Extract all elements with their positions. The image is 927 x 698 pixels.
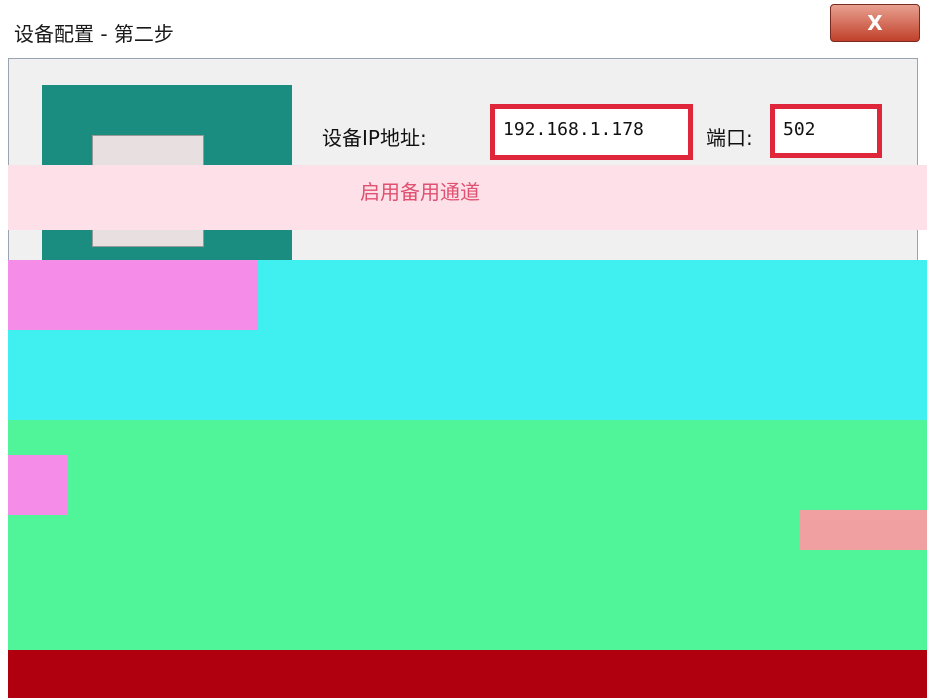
glitch-block: [8, 455, 68, 515]
window-title: 设备配置 - 第二步: [14, 22, 174, 46]
port-label: 端口:: [706, 126, 753, 150]
glitch-band: [8, 650, 927, 698]
port-input[interactable]: 502: [770, 104, 882, 158]
glitch-block: [800, 510, 927, 550]
ip-label: 设备IP地址:: [322, 126, 427, 150]
glitch-band: [8, 165, 927, 230]
ip-input[interactable]: 192.168.1.178: [490, 104, 693, 160]
close-button[interactable]: X: [830, 4, 920, 42]
backup-channel-option[interactable]: 启用备用通道: [360, 180, 480, 204]
glitch-band: [8, 420, 927, 650]
glitch-block: [8, 260, 258, 330]
